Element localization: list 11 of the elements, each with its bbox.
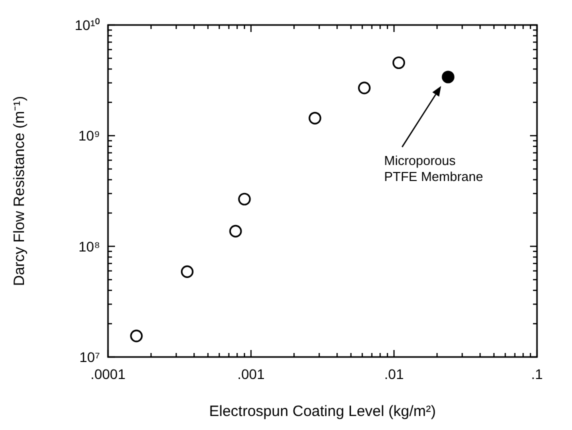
x-tick-label: .1: [531, 366, 544, 382]
y-tick-label: 10⁹: [78, 128, 100, 144]
y-axis-title: Darcy Flow Resistance (m⁻¹): [11, 96, 28, 286]
x-tick-label: .01: [384, 366, 404, 382]
y-tick-label: 10⁷: [79, 349, 100, 365]
y-tick-label: 10¹⁰: [74, 17, 100, 33]
x-tick-label: .0001: [90, 366, 126, 382]
annotation: Microporous PTFE Membrane: [384, 152, 484, 184]
x-tick-label: .001: [237, 366, 265, 382]
x-axis-title: Electrospun Coating Level (kg/m²): [209, 403, 436, 420]
y-tick-label: 10⁸: [78, 238, 100, 254]
